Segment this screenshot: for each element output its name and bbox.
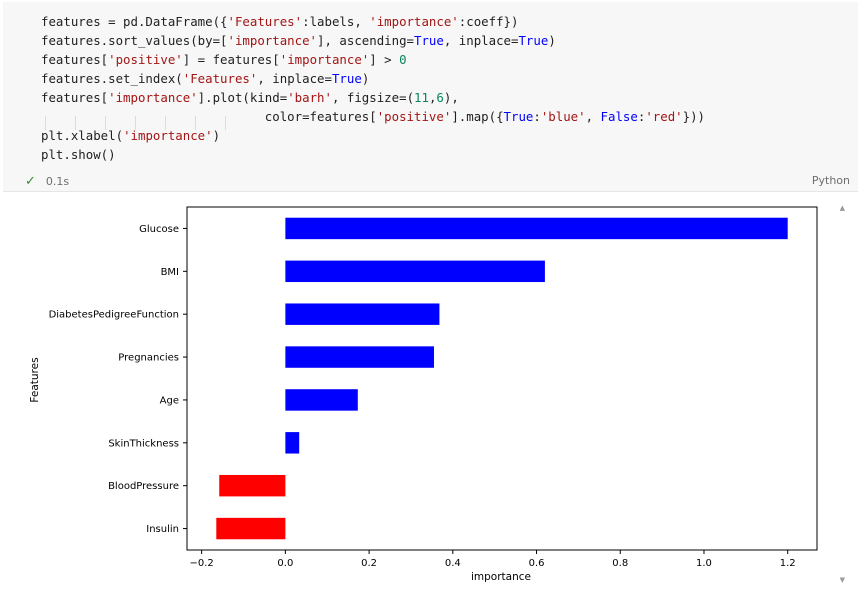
code-token: plt.show()	[41, 147, 116, 162]
code-token: 11	[414, 90, 429, 105]
code-token: 'importance'	[108, 90, 198, 105]
code-token: 'positive'	[108, 52, 183, 67]
bar-pregnancies	[285, 346, 434, 368]
code-token: 'importance'	[123, 128, 213, 143]
bar-chart: Glucose BMI DiabetesPedigreeFunction Pregna…	[29, 206, 818, 583]
execution-status: ✓ 0.1s	[25, 174, 69, 189]
x-tick-label: 0.6	[529, 558, 545, 569]
code-line: features['importance'].plot(kind='barh',…	[41, 88, 705, 107]
y-tick-label: Insulin	[146, 524, 179, 535]
code-line: color=features['positive'].map({True:'bl…	[41, 107, 705, 126]
bar-glucose	[285, 217, 788, 240]
code-line: features.sort_values(by=['importance'], …	[41, 31, 705, 50]
code-token: ], ascending=	[317, 33, 415, 48]
code-token: features.set_index(	[41, 71, 183, 86]
code-token: , inplace=	[443, 33, 519, 48]
cell-language[interactable]: Python	[811, 174, 850, 187]
scroll-up-arrow-icon[interactable]: ▲	[839, 204, 845, 212]
scroll-down-arrow-icon[interactable]: ▼	[839, 576, 845, 584]
code-token: 'importance'	[369, 14, 459, 29]
code-token: ,	[428, 90, 437, 105]
x-tick-label: 0.2	[361, 558, 377, 569]
code-token: :	[533, 109, 541, 124]
x-tick-label: 1.0	[696, 558, 712, 569]
y-tick-label: BMI	[161, 267, 179, 278]
code-token: True	[503, 109, 534, 124]
x-axis-label: importance	[471, 571, 531, 583]
code-line: features.set_index('Features', inplace=T…	[41, 69, 705, 88]
bar-bloodpressure	[219, 474, 286, 497]
code-token: True	[518, 33, 549, 48]
code-token: 6	[436, 90, 444, 105]
code-editor[interactable]: features = pd.DataFrame({'Features':labe…	[41, 12, 705, 164]
code-token: :coeff})	[458, 14, 519, 29]
y-tick-label: SkinThickness	[108, 438, 179, 449]
code-token: 'barh'	[287, 90, 332, 105]
code-token: True	[331, 71, 362, 86]
code-token: ),	[443, 90, 459, 105]
y-tick-label: DiabetesPedigreeFunction	[49, 310, 179, 321]
x-tick-label: 0.4	[445, 558, 461, 569]
code-token: 'red'	[645, 109, 683, 124]
code-token: 0	[399, 52, 407, 67]
code-token: )	[212, 128, 221, 143]
code-token: , inplace=	[257, 71, 332, 86]
code-line: plt.xlabel('importance')	[41, 126, 705, 145]
code-token: 'importance'	[227, 33, 318, 48]
code-token: 'positive'	[376, 109, 452, 124]
code-token: False	[600, 109, 638, 124]
code-token: ] = features[	[182, 52, 280, 67]
bar-insulin	[216, 517, 286, 540]
y-tick-label: Pregnancies	[118, 353, 179, 364]
code-token: features[	[41, 52, 109, 67]
bar-bmi	[285, 260, 545, 283]
x-tick-label: 0.0	[277, 558, 293, 569]
cell-output: Glucose BMI DiabetesPedigreeFunction Pregna…	[0, 195, 865, 587]
check-icon: ✓	[25, 174, 36, 189]
code-line: features = pd.DataFrame({'Features':labe…	[41, 12, 705, 31]
code-token: color=features[	[41, 109, 377, 124]
code-token: ,	[585, 109, 601, 124]
code-token: 'blue'	[540, 109, 586, 124]
y-axis-label: Features	[29, 357, 41, 402]
x-tick-label: 1.2	[780, 558, 796, 569]
code-token: , figsize=(	[331, 90, 415, 105]
bar-diabetespedigreefunction	[285, 303, 440, 325]
code-token: True	[414, 33, 444, 48]
code-line: plt.show()	[41, 145, 705, 164]
code-token: features.sort_values(by=[	[41, 33, 228, 48]
code-token: 'importance'	[279, 52, 370, 67]
code-token: features = pd.DataFrame({	[41, 14, 228, 29]
y-tick-label: BloodPressure	[108, 481, 179, 492]
plot-frame	[186, 206, 818, 551]
bar-skinthickness	[285, 432, 300, 454]
code-token: ].map({	[451, 109, 504, 124]
code-token: plt.xlabel(	[41, 128, 124, 143]
code-token: :labels,	[302, 14, 370, 29]
code-line: features['positive'] = features['importa…	[41, 50, 705, 69]
code-token: 'Features'	[182, 71, 258, 86]
code-token: :	[637, 109, 646, 124]
execution-time: 0.1s	[45, 175, 70, 188]
code-token: features[	[41, 90, 109, 105]
code-token: }))	[682, 109, 706, 124]
y-tick-label: Glucose	[139, 224, 179, 235]
code-token: ].plot(kind=	[197, 90, 288, 105]
bar-age	[285, 389, 358, 411]
code-token: ] >	[369, 52, 400, 67]
x-tick-label: 0.8	[612, 558, 628, 569]
code-token: )	[548, 33, 556, 48]
code-cell[interactable]: features = pd.DataFrame({'Features':labe…	[3, 2, 858, 192]
x-tick-label: −0.2	[190, 558, 214, 569]
code-token: 'Features'	[227, 14, 303, 29]
code-token: )	[361, 71, 370, 86]
y-tick-label: Age	[160, 395, 179, 406]
